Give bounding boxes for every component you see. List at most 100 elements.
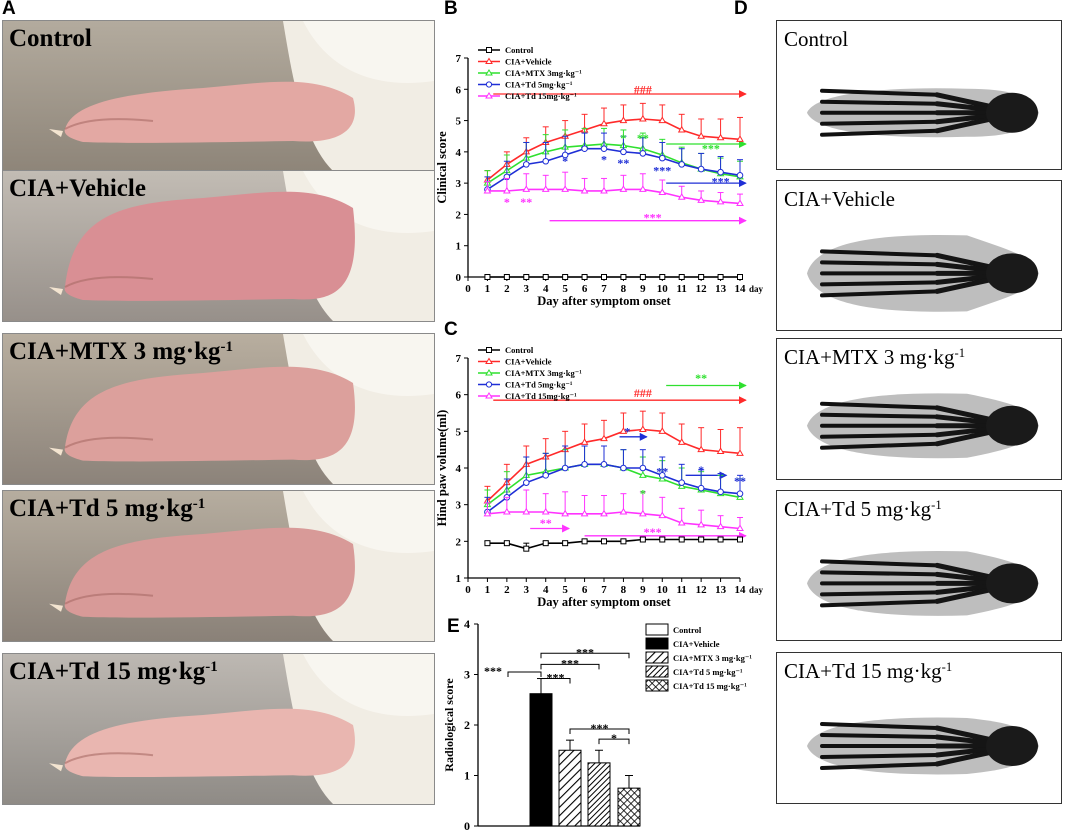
data-point [620,148,627,156]
unit-superscript: -1 [941,660,953,675]
data-point [677,438,686,445]
significance-mark: ** [637,131,649,145]
data-point [561,509,570,517]
data-point [698,536,705,543]
data-point [697,132,706,139]
xray-bone-digit [820,762,939,770]
data-point [600,461,608,468]
significance-mark: * [601,153,607,167]
legend-label: CIA+Td 15mg·kg⁻¹ [505,91,577,101]
significance-bracket [507,671,542,677]
y-axis-label: Clinical score [435,131,449,204]
xray-image-cia-vehicle: CIA+Vehicle [776,180,1062,331]
label-text: CIA+MTX 3 mg·kg [784,345,955,369]
x-tick-label: 5 [562,283,568,295]
x-tick-label: 0 [465,283,471,295]
x-tick-label: 13 [715,584,727,596]
xray-bone-metatarsal [934,583,995,595]
xray-drawing [807,234,1039,312]
data-point [677,518,686,526]
data-point [484,274,491,280]
data-point [658,154,666,162]
xray-bone-metatarsal [934,101,995,113]
data-point [542,472,550,479]
xray-bone-metatarsal [934,429,995,447]
xray-label: CIA+Td 15 mg·kg-1 [784,659,952,684]
xray-bone-digit [820,753,939,759]
series-line [486,463,741,513]
xray-bone-metatarsal [934,113,995,125]
significance-mark: ### [634,82,652,96]
significance-mark: *** [712,175,730,189]
xray-tarsal [986,92,1038,133]
paw-photo-cia-td-15-mg-kg: CIA+Td 15 mg·kg-1 [2,653,435,805]
photo-label: CIA+Vehicle [9,175,146,203]
photo-label: CIA+Td 5 mg·kg-1 [9,495,205,523]
significance-bracket [598,738,630,745]
data-point [580,186,589,194]
data-point [620,274,627,280]
significance-mark: *** [547,671,565,685]
y-tick-label: 0 [456,272,462,284]
y-tick-label: 4 [456,463,462,475]
data-point [678,479,686,486]
y-tick-label: 2 [456,536,462,548]
xray-bone-metatarsal [934,746,995,758]
data-point [600,509,608,517]
x-tick-label: 12 [696,283,708,295]
legend-label: CIA+Td 15mg·kg⁻¹ [505,391,577,401]
xray-bone-digit [820,590,939,597]
panel-letter-b: B [444,0,458,19]
data-point [542,540,549,547]
x-tick-label: 7 [601,584,607,596]
xray-bone-digit [820,412,939,419]
xray-tarsal [986,405,1038,446]
xray-bone-digit [820,432,939,439]
photo-label: CIA+Td 15 mg·kg-1 [9,658,218,686]
legend-item-cia-mtx-3-mg-kg: CIA+MTX 3 mg·kg⁻¹ [645,651,752,664]
y-tick-label: 2 [464,718,470,732]
xray-bone-digit [820,289,939,298]
panel-letter-c: C [444,319,458,340]
y-tick-label: 1 [456,241,462,253]
series-line [486,118,741,181]
xray-bone-digit [820,88,939,97]
x-tick-label: 3 [524,283,530,295]
panel-letter-d: D [734,0,748,19]
bar-cia-mtx-3-mg-kg [558,749,582,827]
data-point [581,538,588,545]
significance-mark: * [562,154,568,168]
x-tick-label: 10 [657,283,669,295]
series-cia-td-15mg-kg [483,489,744,531]
data-point [620,464,627,472]
data-point [638,185,647,192]
legend-marker [485,369,493,376]
fur-highlight [303,491,434,553]
y-tick-label: 3 [456,500,462,512]
legend-label: CIA+MTX 3mg·kg⁻¹ [505,68,582,78]
data-point [736,490,744,497]
legend-item-cia-td-5mg-kg: CIA+Td 5mg·kg⁻¹ [478,80,573,90]
significance-mark: ### [634,386,652,400]
legend-item-cia-mtx-3mg-kg: CIA+MTX 3mg·kg⁻¹ [478,368,582,378]
data-point [522,507,531,515]
paw-photo-drawing [3,491,434,641]
x-tick-label: 5 [562,584,568,596]
x-tick-label: 12 [696,584,708,596]
legend-swatch [645,665,669,678]
data-point [541,507,550,515]
xray-label: Control [784,27,848,52]
y-tick-label: 1 [464,769,470,783]
legend-swatch [645,651,669,664]
data-point [638,471,647,478]
paw-photo-drawing [3,334,434,484]
legend-label: CIA+Vehicle [505,57,552,67]
panel-letter-a: A [2,0,16,19]
legend-marker [485,381,493,388]
xray-drawing [807,717,1039,775]
xray-bone-metatarsal [934,426,995,438]
xray-bone-digit [820,570,939,577]
xray-bone-metatarsal [934,273,995,285]
significance-mark: *** [591,721,609,735]
legend-item-cia-vehicle: CIA+Vehicle [645,637,720,650]
